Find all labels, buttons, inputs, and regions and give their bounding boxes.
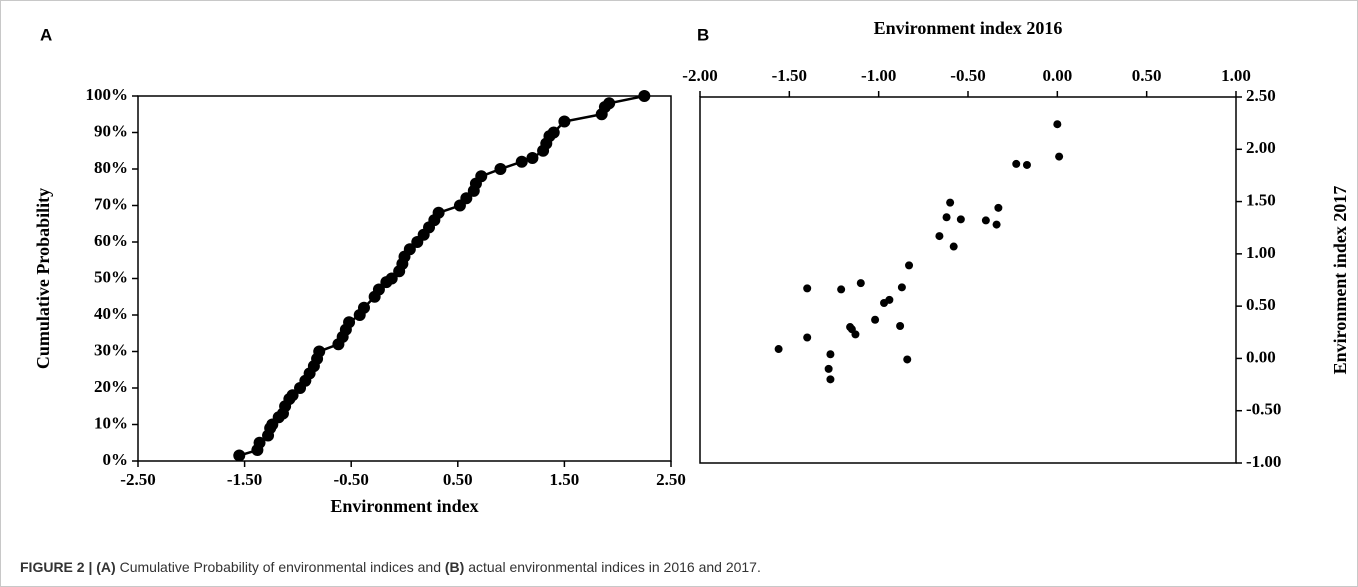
data-point: [871, 315, 880, 324]
data-point: [403, 243, 416, 256]
y-tick-label: 1.00: [1246, 243, 1276, 262]
data-point: [949, 242, 958, 251]
y-tick-label: 0.00: [1246, 347, 1276, 366]
data-point: [994, 203, 1003, 212]
caption-part: (A): [96, 559, 115, 575]
data-point: [1053, 120, 1062, 129]
data-point: [1055, 152, 1064, 161]
x-tick-label: -1.50: [227, 470, 262, 489]
panel-label: B: [697, 25, 709, 44]
data-point: [851, 330, 860, 339]
plot-frame: [137, 95, 672, 462]
x-tick-label: -2.00: [682, 66, 717, 85]
y-tick-label: 80%: [94, 158, 128, 177]
data-point: [494, 163, 507, 175]
caption-part: actual environmental indices in 2016 and…: [464, 559, 761, 575]
y-tick-label: 70%: [94, 194, 128, 213]
x-tick-label: 0.50: [443, 470, 473, 489]
y-tick-label: 0.50: [1246, 295, 1276, 314]
data-point: [981, 216, 990, 225]
data-point: [313, 345, 326, 358]
x-tick-label: -1.00: [861, 66, 896, 85]
x-tick-label: 0.00: [1042, 66, 1072, 85]
x-axis-title: Environment index: [330, 496, 478, 516]
caption-part: Cumulative Probability of environmental …: [116, 559, 445, 575]
x-tick-label: -1.50: [772, 66, 807, 85]
data-point: [803, 333, 812, 342]
y-tick-label: 2.00: [1246, 138, 1276, 157]
y-tick-label: 1.50: [1246, 190, 1276, 209]
x-axis-title: Environment index 2016: [874, 18, 1063, 38]
y-tick-label: 100%: [86, 85, 129, 104]
data-point: [956, 215, 965, 224]
data-point: [233, 449, 246, 462]
x-tick-label: -2.50: [120, 470, 155, 489]
data-point: [385, 272, 398, 285]
data-point: [885, 295, 894, 304]
y-axis-title: Cumulative Probability: [33, 188, 53, 369]
data-point: [992, 220, 1001, 229]
caption: FIGURE 2 | (A) Cumulative Probability of…: [20, 559, 761, 575]
y-tick-label: 60%: [94, 231, 128, 250]
x-tick-label: -0.50: [333, 470, 368, 489]
y-tick-label: 0%: [103, 450, 129, 469]
data-point: [1022, 160, 1031, 169]
data-point: [837, 285, 846, 294]
plot-frame: [699, 96, 1237, 464]
data-point: [824, 364, 833, 373]
data-point: [935, 232, 944, 241]
y-tick-label: 90%: [94, 121, 128, 140]
panel-label: A: [40, 25, 52, 44]
data-point: [475, 170, 488, 183]
y-tick-label: -1.00: [1246, 452, 1281, 471]
data-point: [1012, 159, 1021, 168]
y-tick-label: -0.50: [1246, 400, 1281, 419]
y-tick-label: 30%: [94, 340, 128, 359]
data-point: [905, 261, 914, 270]
y-tick-label: 20%: [94, 377, 128, 396]
data-point: [547, 126, 560, 139]
data-point: [460, 192, 473, 205]
x-tick-label: 0.50: [1132, 66, 1162, 85]
data-point: [372, 283, 385, 296]
y-tick-label: 40%: [94, 304, 128, 323]
data-point: [903, 355, 912, 364]
data-point: [774, 345, 783, 354]
caption-part: (B): [445, 559, 464, 575]
data-point: [253, 436, 266, 449]
data-point: [603, 97, 616, 110]
x-tick-label: -0.50: [950, 66, 985, 85]
data-point: [826, 350, 835, 359]
data-line: [238, 94, 645, 457]
data-point: [357, 301, 370, 314]
data-point: [897, 283, 906, 292]
data-point: [896, 322, 905, 331]
data-point: [286, 389, 299, 402]
data-point: [515, 155, 528, 168]
y-tick-label: 2.50: [1246, 86, 1276, 105]
data-point: [558, 115, 571, 128]
x-tick-label: 2.50: [656, 470, 686, 489]
data-point: [856, 279, 865, 288]
x-tick-label: 1.50: [550, 470, 580, 489]
data-point: [638, 90, 651, 102]
x-tick-label: 1.00: [1221, 66, 1251, 85]
caption-label: FIGURE 2 |: [20, 559, 96, 575]
data-point: [803, 284, 812, 293]
data-point: [526, 152, 539, 165]
data-point: [946, 198, 955, 207]
data-point: [826, 375, 835, 384]
y-axis-title: Environment index 2017: [1330, 186, 1350, 375]
data-point: [432, 206, 445, 219]
data-point: [942, 213, 951, 222]
y-tick-label: 10%: [94, 413, 128, 432]
data-point: [343, 316, 356, 329]
y-tick-label: 50%: [94, 267, 128, 286]
